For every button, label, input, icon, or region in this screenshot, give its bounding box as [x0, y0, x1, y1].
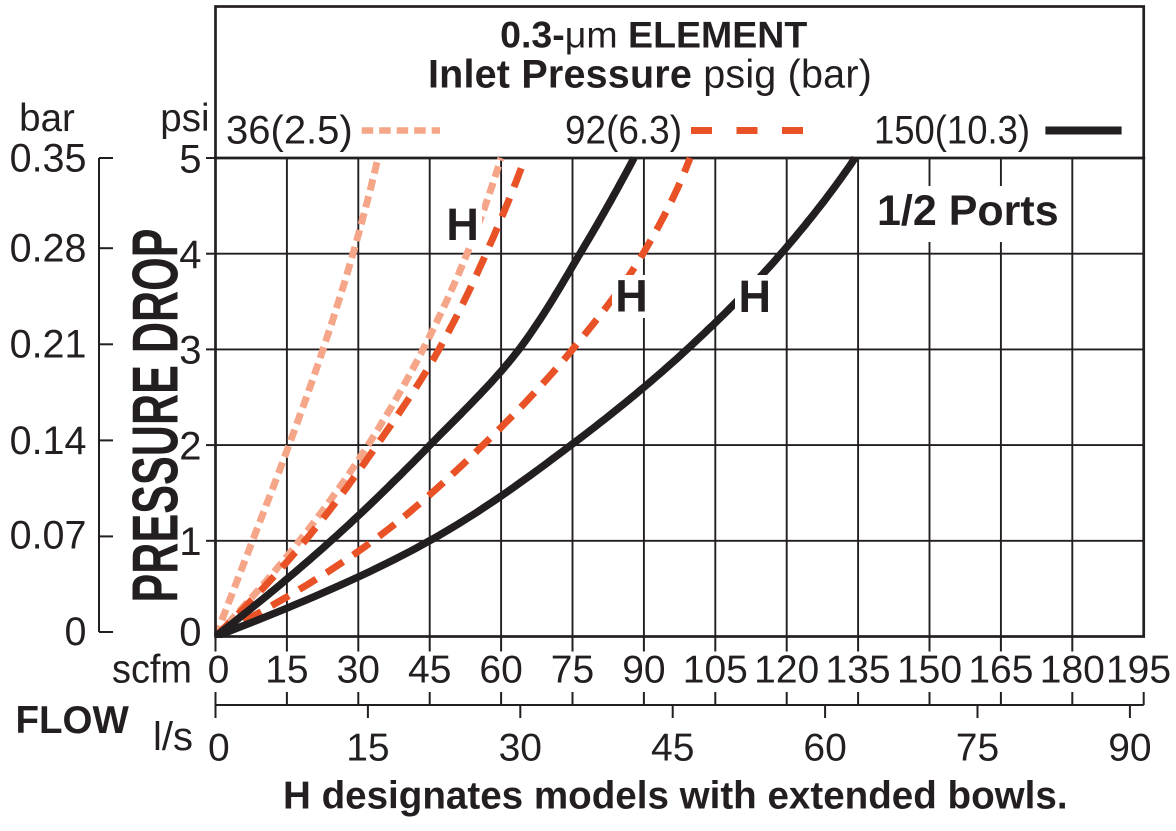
svg-text:2: 2 [179, 424, 201, 468]
svg-text:0.3-μm ELEMENT: 0.3-μm ELEMENT [500, 14, 807, 56]
svg-text:150: 150 [897, 649, 962, 692]
svg-text:195: 195 [1106, 649, 1171, 692]
svg-text:FLOW: FLOW [16, 699, 130, 742]
svg-text:60: 60 [803, 727, 846, 770]
svg-text:30: 30 [337, 649, 380, 692]
svg-text:60: 60 [479, 649, 522, 692]
svg-text:0.35: 0.35 [10, 137, 87, 181]
svg-text:3: 3 [179, 329, 201, 373]
svg-text:1: 1 [179, 520, 201, 564]
svg-text:90: 90 [1108, 727, 1151, 770]
svg-text:H: H [739, 271, 772, 322]
svg-text:180: 180 [1040, 649, 1105, 692]
svg-text:92(6.3): 92(6.3) [565, 109, 682, 153]
svg-text:75: 75 [956, 727, 999, 770]
svg-text:30: 30 [499, 727, 542, 770]
svg-text:75: 75 [551, 649, 594, 692]
svg-text:0.14: 0.14 [10, 419, 87, 463]
svg-text:scfm: scfm [112, 648, 192, 692]
svg-text:0: 0 [208, 727, 230, 770]
svg-text:H: H [615, 271, 648, 322]
svg-text:45: 45 [408, 649, 451, 692]
svg-text:l/s: l/s [153, 715, 193, 759]
svg-text:PRESSURE DROP: PRESSURE DROP [119, 228, 192, 602]
svg-text:psi: psi [160, 97, 209, 140]
svg-text:0: 0 [65, 610, 87, 654]
svg-text:H designates models with exten: H designates models with extended bowls. [283, 774, 1068, 817]
svg-text:105: 105 [683, 649, 748, 692]
svg-text:0.21: 0.21 [10, 323, 87, 367]
svg-text:H: H [446, 199, 479, 250]
svg-text:bar: bar [19, 97, 75, 140]
svg-text:5: 5 [179, 137, 201, 181]
svg-text:135: 135 [826, 649, 891, 692]
svg-text:0.07: 0.07 [10, 514, 87, 558]
svg-text:0: 0 [208, 649, 230, 692]
svg-text:Inlet Pressure psig (bar): Inlet Pressure psig (bar) [428, 53, 872, 97]
svg-text:0.28: 0.28 [10, 227, 87, 271]
svg-text:0: 0 [179, 610, 201, 654]
svg-text:165: 165 [968, 649, 1033, 692]
svg-text:120: 120 [754, 649, 819, 692]
svg-text:36(2.5): 36(2.5) [226, 109, 353, 153]
svg-text:45: 45 [651, 727, 694, 770]
svg-text:15: 15 [265, 649, 308, 692]
svg-text:4: 4 [179, 233, 201, 277]
svg-text:15: 15 [346, 727, 389, 770]
svg-text:150(10.3): 150(10.3) [874, 109, 1030, 153]
svg-text:90: 90 [622, 649, 665, 692]
svg-text:1/2 Ports: 1/2 Ports [877, 187, 1059, 235]
